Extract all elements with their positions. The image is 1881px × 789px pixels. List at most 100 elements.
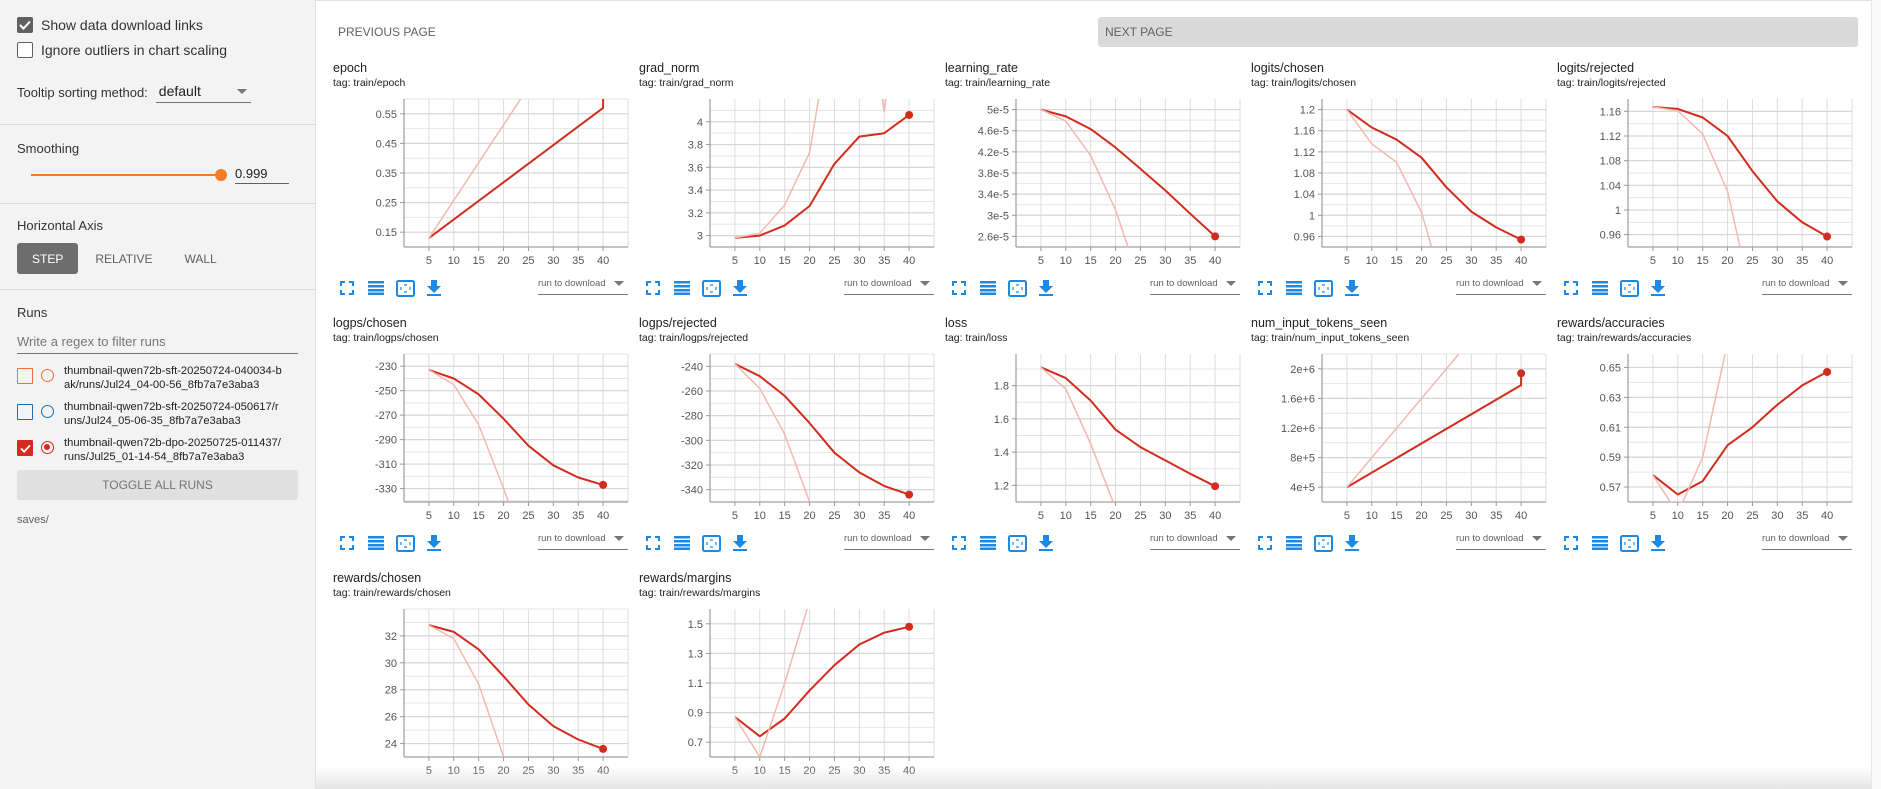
previous-page-button[interactable]: PREVIOUS PAGE (338, 25, 436, 39)
line-chart[interactable]: 0.96 1 1.04 1.08 1.12 1.16 1.2 5 10 15 20 25 30 35 40 (1250, 97, 1550, 275)
axis-relative-button[interactable]: RELATIVE (95, 251, 153, 266)
line-chart[interactable]: 0.96 1 1.04 1.08 1.12 1.16 5 10 15 20 25 30 35 40 (1556, 97, 1856, 275)
run-to-download-select[interactable]: run to download (1456, 529, 1546, 550)
run-checkbox[interactable] (17, 368, 33, 384)
fit-domain-icon[interactable] (1619, 278, 1639, 298)
run-to-download-select[interactable]: run to download (538, 529, 628, 550)
download-icon[interactable] (1036, 533, 1056, 553)
show-download-links-toggle[interactable]: Show data download links (17, 13, 298, 37)
log-scale-icon[interactable] (366, 278, 386, 298)
run-to-download-select[interactable]: run to download (538, 274, 628, 295)
smoothing-slider[interactable] (31, 169, 227, 181)
fullscreen-icon[interactable] (1255, 278, 1275, 298)
svg-text:25: 25 (828, 510, 840, 522)
run-to-download-select[interactable]: run to download (844, 274, 934, 295)
download-icon[interactable] (1648, 533, 1668, 553)
log-scale-icon[interactable] (978, 278, 998, 298)
download-icon[interactable] (424, 278, 444, 298)
tooltip-sorting-select[interactable]: default (155, 81, 251, 103)
run-item[interactable]: thumbnail-qwen72b-sft-20250724-050617/ru… (17, 401, 298, 428)
run-to-download-select[interactable]: run to download (1150, 529, 1240, 550)
download-icon[interactable] (730, 278, 750, 298)
log-scale-icon[interactable] (366, 533, 386, 553)
run-color-radio[interactable] (41, 369, 54, 382)
log-scale-icon[interactable] (1590, 278, 1610, 298)
scrollbar[interactable] (1871, 0, 1881, 789)
scalar-chart-card: rewards/chosen tag: train/rewards/chosen 2… (332, 571, 638, 789)
fullscreen-icon[interactable] (337, 278, 357, 298)
fit-domain-icon[interactable] (701, 278, 721, 298)
download-icon[interactable] (424, 533, 444, 553)
download-icon[interactable] (1648, 278, 1668, 298)
log-scale-icon[interactable] (1284, 533, 1304, 553)
svg-text:-340: -340 (681, 485, 703, 497)
line-chart[interactable]: 2426283032510152025303540 (332, 607, 632, 785)
checkbox-unchecked-icon[interactable] (17, 42, 33, 58)
fit-domain-icon[interactable] (701, 533, 721, 553)
svg-text:0.7: 0.7 (688, 737, 703, 749)
run-checkbox-checked[interactable] (17, 440, 33, 456)
checkbox-checked-icon[interactable] (17, 17, 33, 33)
svg-text:24: 24 (385, 739, 397, 751)
line-chart[interactable]: 4e+5 8e+5 1.2e+6 1.6e+6 2e+6 5 10 15 20 25 30 35 40 (1250, 352, 1550, 530)
download-icon[interactable] (730, 533, 750, 553)
svg-text:0.59: 0.59 (1600, 452, 1621, 464)
run-to-download-select[interactable]: run to download (1762, 529, 1852, 550)
chevron-down-icon (1226, 281, 1236, 286)
axis-step-button[interactable]: STEP (17, 243, 79, 274)
fit-domain-icon[interactable] (1007, 533, 1027, 553)
line-chart[interactable]: 3 3.2 3.4 3.6 3.8 4 5 10 15 20 25 30 35 40 (638, 97, 938, 275)
fullscreen-icon[interactable] (1561, 533, 1581, 553)
fullscreen-icon[interactable] (643, 533, 663, 553)
ignore-outliers-toggle[interactable]: Ignore outliers in chart scaling (17, 38, 298, 62)
axis-wall-button[interactable]: WALL (184, 251, 217, 266)
log-scale-icon[interactable] (978, 533, 998, 553)
svg-text:35: 35 (1796, 255, 1808, 267)
svg-text:0.57: 0.57 (1600, 482, 1621, 494)
runs-filter-input[interactable]: Write a regex to filter runs (17, 334, 298, 354)
log-scale-icon[interactable] (672, 278, 692, 298)
slider-thumb[interactable] (215, 169, 227, 181)
download-icon[interactable] (1036, 278, 1056, 298)
next-page-button[interactable]: NEXT PAGE (1098, 17, 1858, 47)
line-chart[interactable]: 2.6e-5 3e-5 3.4e-5 3.8e-5 4.2e-5 4.6e-5 5e-5 5 1… (944, 97, 1244, 275)
fit-domain-icon[interactable] (1007, 278, 1027, 298)
scalar-chart-card: grad_norm tag: train/grad_norm 3 3.2 3.4 3.6 3… (638, 61, 944, 316)
line-chart[interactable]: -330 -310 -290 -270 -250 -230 5 10 15 20 25 30 35 40 (332, 352, 632, 530)
fullscreen-icon[interactable] (949, 278, 969, 298)
log-scale-icon[interactable] (1284, 278, 1304, 298)
line-chart[interactable]: -340 -320 -300 -280 -260 -240 5 10 15 20 25 30 35 40 (638, 352, 938, 530)
fit-domain-icon[interactable] (1313, 533, 1333, 553)
scalar-chart-card: logps/chosen tag: train/logps/chosen -330-… (332, 316, 638, 571)
fit-domain-icon[interactable] (1313, 278, 1333, 298)
run-to-download-select[interactable]: run to download (844, 529, 934, 550)
fullscreen-icon[interactable] (1561, 278, 1581, 298)
fit-domain-icon[interactable] (395, 278, 415, 298)
download-icon[interactable] (1342, 278, 1362, 298)
run-to-download-select[interactable]: run to download (1456, 274, 1546, 295)
log-scale-icon[interactable] (672, 533, 692, 553)
fit-domain-icon[interactable] (1619, 533, 1639, 553)
smoothing-input[interactable]: 0.999 (235, 166, 289, 184)
run-checkbox[interactable] (17, 404, 33, 420)
fullscreen-icon[interactable] (1255, 533, 1275, 553)
run-color-radio-selected[interactable] (41, 441, 54, 454)
log-scale-icon[interactable] (1590, 533, 1610, 553)
fullscreen-icon[interactable] (643, 278, 663, 298)
run-item[interactable]: thumbnail-qwen72b-dpo-20250725-011437/ru… (17, 437, 298, 464)
toggle-all-runs-button[interactable]: TOGGLE ALL RUNS (17, 470, 298, 500)
line-chart[interactable]: 0.15 0.25 0.35 0.45 0.55 5 10 15 20 25 30 35 40 (332, 97, 632, 275)
chart-tag: tag: train/logits/rejected (1557, 77, 1666, 89)
download-icon[interactable] (1342, 533, 1362, 553)
line-chart[interactable]: 1.2 1.4 1.6 1.8 5 10 15 20 25 30 35 40 (944, 352, 1244, 530)
line-chart[interactable]: 0.57 0.59 0.61 0.63 0.65 5 10 15 20 25 30 35 40 (1556, 352, 1856, 530)
fullscreen-icon[interactable] (949, 533, 969, 553)
run-to-download-select[interactable]: run to download (1150, 274, 1240, 295)
fit-domain-icon[interactable] (395, 533, 415, 553)
run-item[interactable]: thumbnail-qwen72b-sft-20250724-040034-ba… (17, 365, 298, 392)
svg-text:25: 25 (1440, 510, 1452, 522)
run-color-radio[interactable] (41, 405, 54, 418)
run-to-download-select[interactable]: run to download (1762, 274, 1852, 295)
fullscreen-icon[interactable] (337, 533, 357, 553)
